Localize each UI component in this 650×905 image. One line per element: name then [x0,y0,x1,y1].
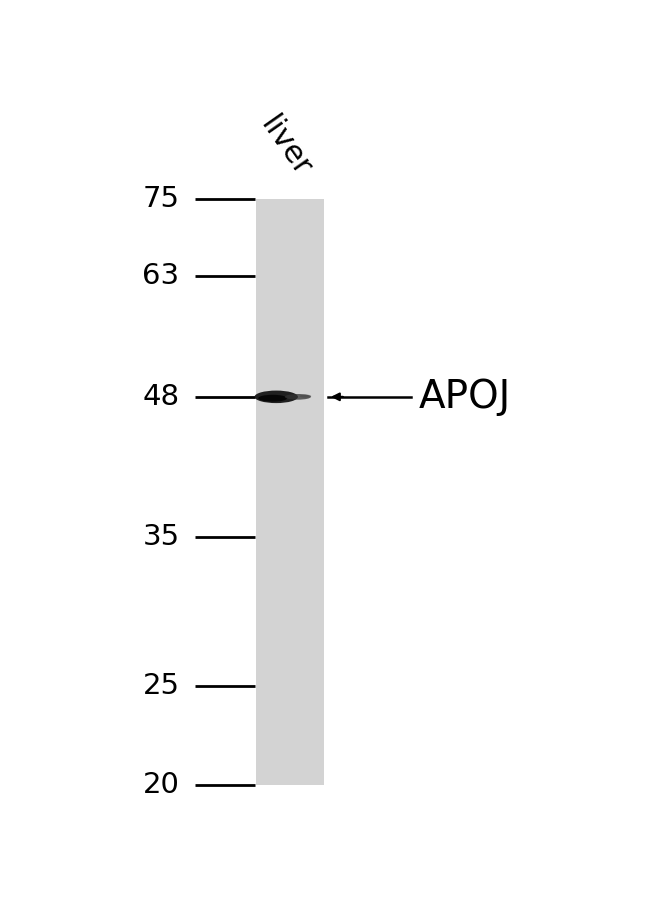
Ellipse shape [258,395,287,402]
Text: 25: 25 [142,672,179,700]
Text: 48: 48 [142,383,179,411]
Ellipse shape [255,391,298,403]
Text: APOJ: APOJ [419,377,511,415]
Ellipse shape [300,395,311,397]
Ellipse shape [285,394,311,400]
Bar [256,199,324,785]
Text: 20: 20 [142,770,179,798]
Text: 35: 35 [142,523,179,551]
Text: liver: liver [254,110,316,182]
Text: 63: 63 [142,262,179,291]
Text: 75: 75 [142,186,179,214]
